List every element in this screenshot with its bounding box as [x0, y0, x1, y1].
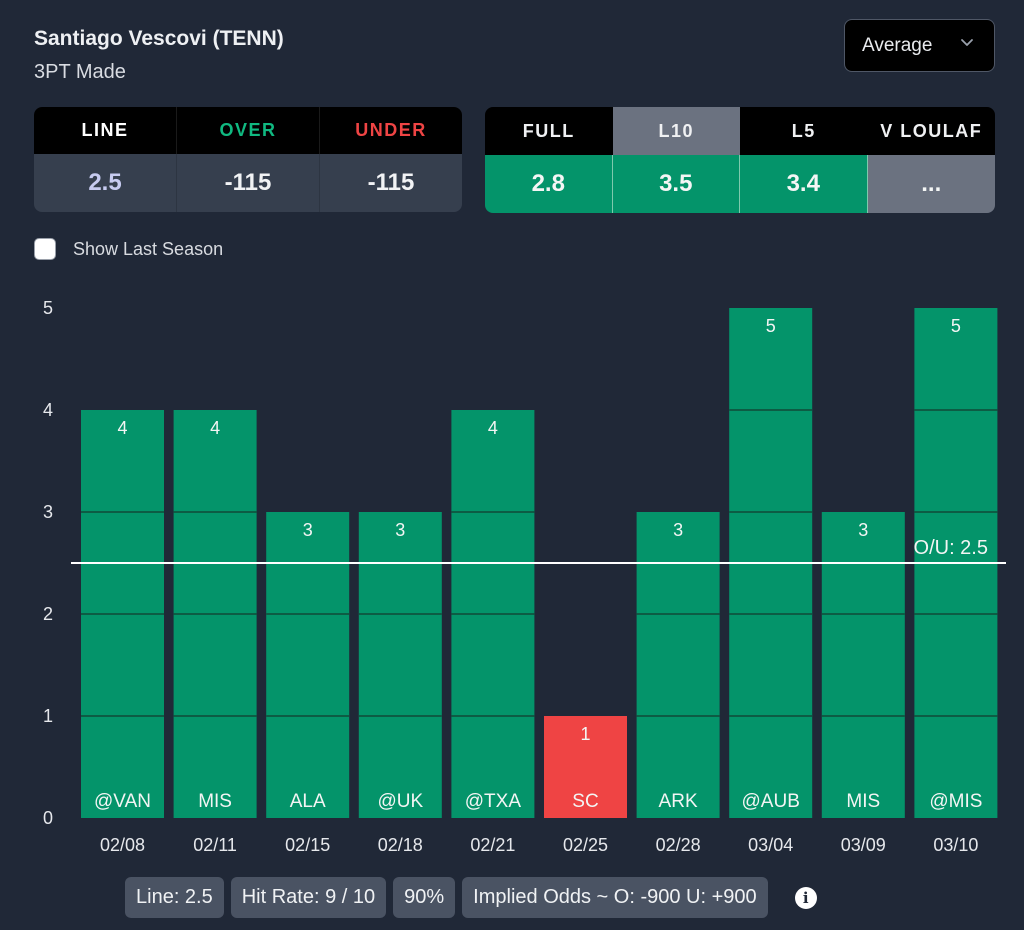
- show-last-season-checkbox[interactable]: [34, 238, 56, 260]
- odds-table-header: LINE OVER UNDER: [34, 107, 462, 154]
- header-line: LINE: [34, 107, 177, 154]
- bar-opponent-label: MIS: [846, 791, 880, 812]
- bar[interactable]: [544, 716, 627, 818]
- bar-value-label: 3: [395, 520, 405, 540]
- line-pill: Line: 2.5: [125, 877, 224, 918]
- tab-vs-opponent[interactable]: V LOULAF: [867, 107, 995, 155]
- bar-value-label: 5: [766, 316, 776, 336]
- x-tick-label: 02/15: [285, 835, 330, 855]
- show-last-season-label: Show Last Season: [73, 238, 224, 259]
- show-last-season-toggle[interactable]: Show Last Season: [34, 238, 223, 260]
- bar-opponent-label: @VAN: [94, 791, 151, 812]
- bar-value-label: 3: [303, 520, 313, 540]
- x-tick-label: 03/10: [933, 835, 978, 855]
- tab-l5[interactable]: L5: [740, 107, 868, 155]
- bar[interactable]: [266, 512, 350, 818]
- x-tick-label: 02/25: [563, 835, 608, 855]
- bar-opponent-label: ALA: [290, 791, 326, 812]
- info-icon-glyph: i: [802, 888, 809, 907]
- game-log-bar-chart: 0 1 2 3 4 5 4 @VAN 02/08 4 MIS 02/11 3 ALA 02/15 3 @UK 02…: [43, 298, 1006, 855]
- bar-value-label: 4: [488, 418, 498, 438]
- stat-subtitle: 3PT Made: [34, 61, 126, 83]
- dropdown-selected-value: Average: [862, 34, 933, 56]
- bar-value-label: 1: [580, 724, 590, 744]
- info-icon[interactable]: i: [794, 886, 817, 909]
- header-over: OVER: [177, 107, 320, 154]
- full-average: 2.8: [485, 155, 613, 213]
- x-tick-label: 02/11: [193, 835, 237, 855]
- bar-value-label: 3: [673, 520, 683, 540]
- tab-l10[interactable]: L10: [612, 107, 740, 155]
- bar[interactable]: [358, 512, 442, 818]
- odds-table: LINE OVER UNDER 2.5 -115 -115: [34, 107, 462, 212]
- bar-opponent-label: @TXA: [465, 791, 522, 812]
- x-tick-label: 03/04: [748, 835, 793, 855]
- y-tick-label: 5: [43, 298, 53, 318]
- y-tick-label: 3: [43, 502, 53, 522]
- l5-average: 3.4: [740, 155, 868, 213]
- bar-opponent-label: @UK: [377, 791, 423, 812]
- implied-odds-pill: Implied Odds ~ O: -900 U: +900: [462, 877, 768, 918]
- chevron-down-icon: [961, 39, 973, 46]
- y-tick-label: 1: [43, 706, 53, 726]
- bar-opponent-label: @AUB: [742, 791, 800, 812]
- average-dropdown[interactable]: Average: [844, 19, 995, 72]
- bar-opponent-label: @MIS: [929, 791, 982, 812]
- bar-value-label: 3: [858, 520, 868, 540]
- over-odds-value: -115: [177, 154, 320, 212]
- x-tick-label: 02/28: [656, 835, 701, 855]
- l10-average: 3.5: [612, 155, 740, 213]
- split-table: FULL L10 L5 V LOULAF 2.8 3.5 3.4 ...: [485, 107, 995, 213]
- x-tick-label: 02/18: [378, 835, 423, 855]
- line-value: 2.5: [34, 154, 177, 212]
- y-tick-label: 0: [43, 808, 53, 828]
- bar-opponent-label: ARK: [659, 791, 698, 812]
- bar[interactable]: [636, 512, 720, 818]
- over-under-label: O/U: 2.5: [914, 537, 988, 559]
- vs-opponent-average: ...: [867, 155, 995, 213]
- hit-rate-pill: Hit Rate: 9 / 10: [230, 877, 387, 918]
- bar-opponent-label: SC: [572, 791, 598, 812]
- hit-percent-pill: 90%: [393, 877, 456, 918]
- under-odds-value: -115: [367, 169, 415, 196]
- x-tick-label: 02/08: [100, 835, 145, 855]
- header-under: UNDER: [355, 120, 427, 140]
- x-tick-label: 02/21: [470, 835, 515, 855]
- bar-value-label: 4: [210, 418, 220, 438]
- x-tick-label: 03/09: [841, 835, 886, 855]
- bar-value-label: 5: [951, 316, 961, 336]
- bar-value-label: 4: [117, 418, 127, 438]
- split-values: 2.8 3.5 3.4 ...: [485, 155, 995, 213]
- y-tick-label: 4: [43, 400, 53, 420]
- y-tick-label: 2: [43, 604, 53, 624]
- bar-opponent-label: MIS: [198, 791, 232, 812]
- tab-full[interactable]: FULL: [485, 107, 613, 155]
- bar[interactable]: [821, 512, 905, 818]
- summary-bar: Line: 2.5 Hit Rate: 9 / 10 90% Implied O…: [125, 877, 817, 918]
- player-title: Santiago Vescovi (TENN): [34, 27, 284, 50]
- split-tabs: FULL L10 L5 V LOULAF: [485, 107, 995, 155]
- odds-table-values: 2.5 -115 -115: [34, 154, 462, 212]
